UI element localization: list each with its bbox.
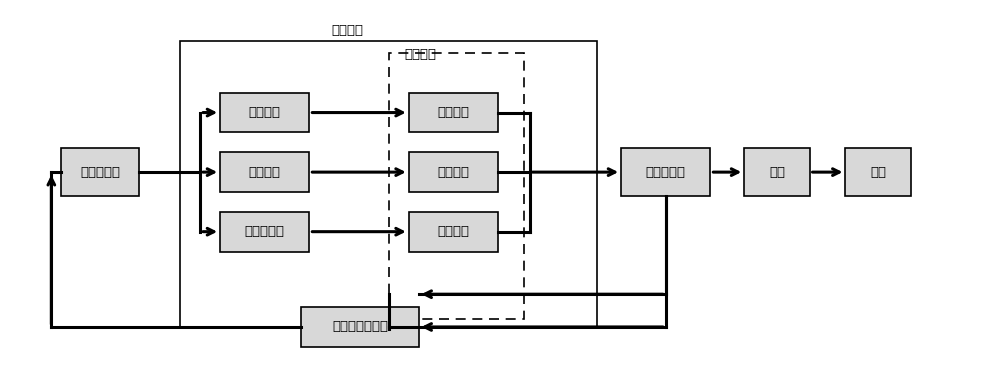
Bar [845,148,911,196]
Text: 唷淋处琵: 唷淋处琵 [249,106,281,119]
Bar [389,53,524,319]
Bar [409,212,498,252]
Bar [220,212,309,252]
Text: 浸润处琵: 浸润处琵 [437,225,469,238]
Text: 水洗: 水洗 [769,165,785,179]
Text: 机械作用: 机械作用 [405,48,437,61]
Text: 干燥: 干燥 [870,165,886,179]
Text: 处理液配制: 处理液配制 [80,165,120,179]
Bar [61,148,139,196]
Text: 冷冻处琵: 冷冻处琵 [437,165,469,179]
Text: 冷冻处琵: 冷冻处琵 [437,106,469,119]
Bar [220,152,309,192]
Text: 脱胶处琵: 脱胶处琵 [331,24,363,37]
Bar [220,93,309,132]
Bar [409,93,498,132]
Bar [301,307,419,347]
Bar [409,152,498,192]
Text: 处理液预冷: 处理液预冷 [245,225,285,238]
Text: 浸扎处琵: 浸扎处琵 [249,165,281,179]
Bar [180,41,597,327]
Text: 处理液清洗: 处理液清洗 [646,165,686,179]
Bar [744,148,810,196]
Text: 处理液净化回收: 处理液净化回收 [332,320,388,334]
Bar [621,148,710,196]
